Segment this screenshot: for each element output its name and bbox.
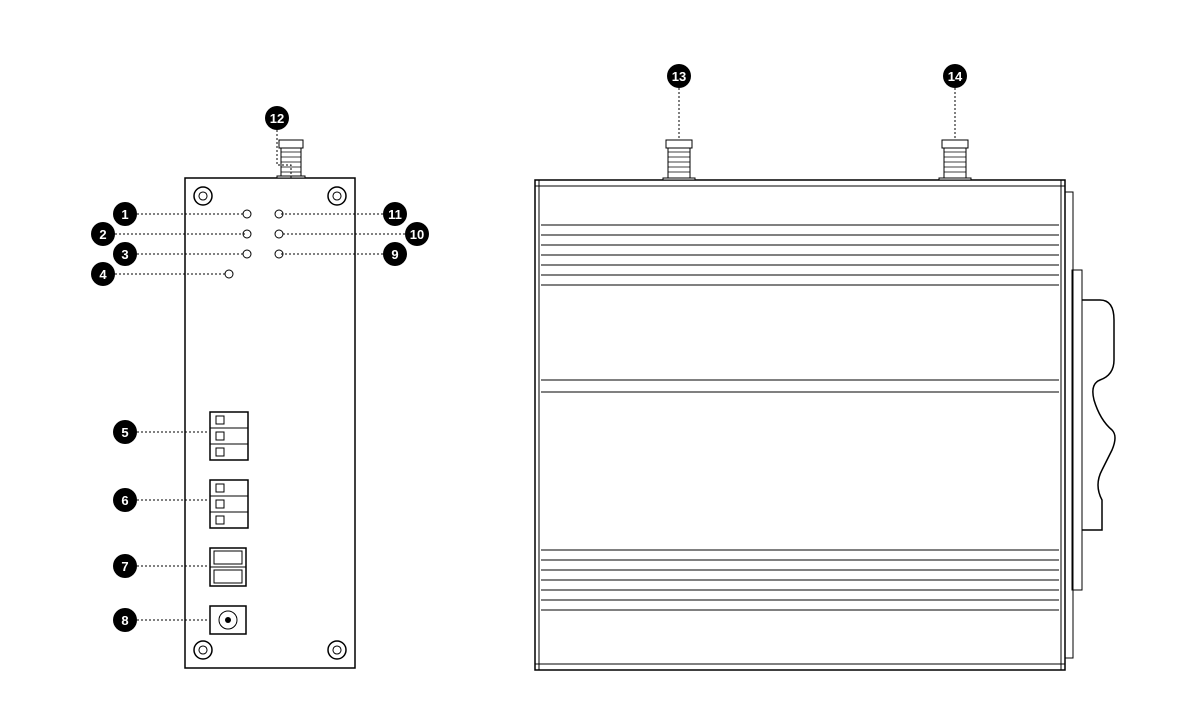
callout-badge-11: 11 <box>383 202 407 226</box>
callout-badge-3: 3 <box>113 242 137 266</box>
callout-badge-4: 4 <box>91 262 115 286</box>
callout-badge-14: 14 <box>943 64 967 88</box>
callout-badge-2: 2 <box>91 222 115 246</box>
callout-badge-12: 12 <box>265 106 289 130</box>
callout-badge-10: 10 <box>405 222 429 246</box>
callout-badge-13: 13 <box>667 64 691 88</box>
callout-badge-6: 6 <box>113 488 137 512</box>
callout-badge-7: 7 <box>113 554 137 578</box>
callout-badge-9: 9 <box>383 242 407 266</box>
callout-badge-8: 8 <box>113 608 137 632</box>
callout-badge-1: 1 <box>113 202 137 226</box>
technical-diagram <box>0 0 1200 718</box>
callout-badge-5: 5 <box>113 420 137 444</box>
